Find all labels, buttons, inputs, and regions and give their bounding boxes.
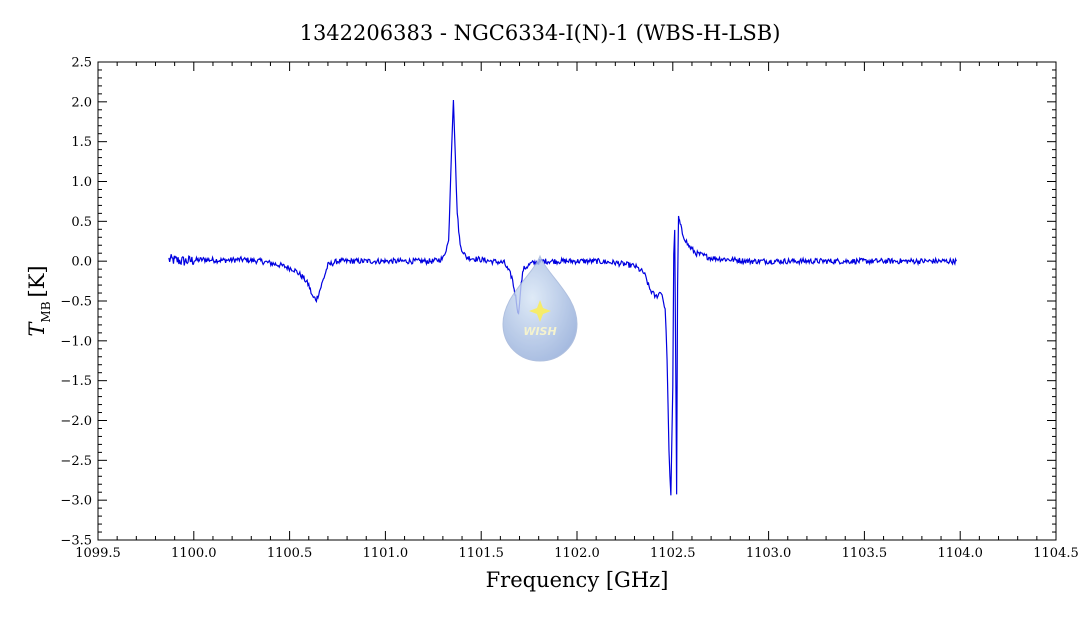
- y-axis-label-subscript: MB: [39, 301, 53, 322]
- y-tick-label: −2.5: [60, 454, 92, 469]
- y-tick-label: −0.5: [60, 295, 92, 310]
- y-tick-label: 1.5: [71, 135, 92, 150]
- x-tick-label: 1100.0: [171, 546, 217, 561]
- x-tick-label: 1103.5: [842, 546, 888, 561]
- y-tick-label: −3.0: [60, 494, 92, 509]
- y-axis-label-symbol: T: [25, 321, 49, 337]
- y-axis-label: TMB [K]: [25, 265, 53, 336]
- plot-frame: [97, 61, 1057, 541]
- axis-tick-labels: 1099.5 1100.0 1100.5 1101.0 1101.5 1102.0 1102…: [60, 56, 1078, 562]
- x-tick-label: 1100.5: [267, 546, 313, 561]
- y-tick-label: 1.0: [71, 175, 92, 190]
- x-axis-label: Frequency [GHz]: [486, 568, 669, 592]
- y-tick-label: 0.0: [71, 255, 92, 270]
- y-tick-label: −2.0: [60, 414, 92, 429]
- y-axis-label-unit: [K]: [25, 265, 49, 297]
- x-tick-label: 1104.5: [1033, 546, 1079, 561]
- x-tick-label: 1101.5: [458, 546, 504, 561]
- wish-logo-text: WISH: [523, 325, 556, 338]
- y-tick-label: 2.5: [71, 56, 92, 71]
- y-tick-label: 2.0: [71, 95, 92, 110]
- x-tick-label: 1103.0: [746, 546, 792, 561]
- x-tick-label: 1099.5: [75, 546, 121, 561]
- y-tick-label: −3.5: [60, 534, 92, 549]
- x-tick-label: 1102.0: [554, 546, 600, 561]
- wish-logo-watermark: WISH: [502, 254, 578, 362]
- y-tick-label: 0.5: [71, 215, 92, 230]
- y-tick-label: −1.0: [60, 334, 92, 349]
- axis-ticks: [97, 61, 1057, 541]
- y-tick-label: −1.5: [60, 374, 92, 389]
- x-tick-label: 1102.5: [650, 546, 696, 561]
- x-tick-label: 1101.0: [363, 546, 409, 561]
- x-tick-label: 1104.0: [937, 546, 983, 561]
- spectrum-series-line: [168, 100, 957, 496]
- chart-title: 1342206383 - NGC6334-I(N)-1 (WBS-H-LSB): [300, 21, 781, 45]
- star-icon: [529, 300, 551, 322]
